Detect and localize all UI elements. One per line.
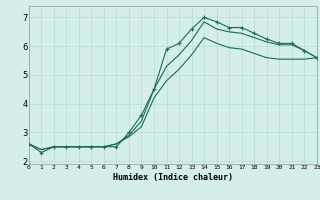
X-axis label: Humidex (Indice chaleur): Humidex (Indice chaleur) (113, 173, 233, 182)
